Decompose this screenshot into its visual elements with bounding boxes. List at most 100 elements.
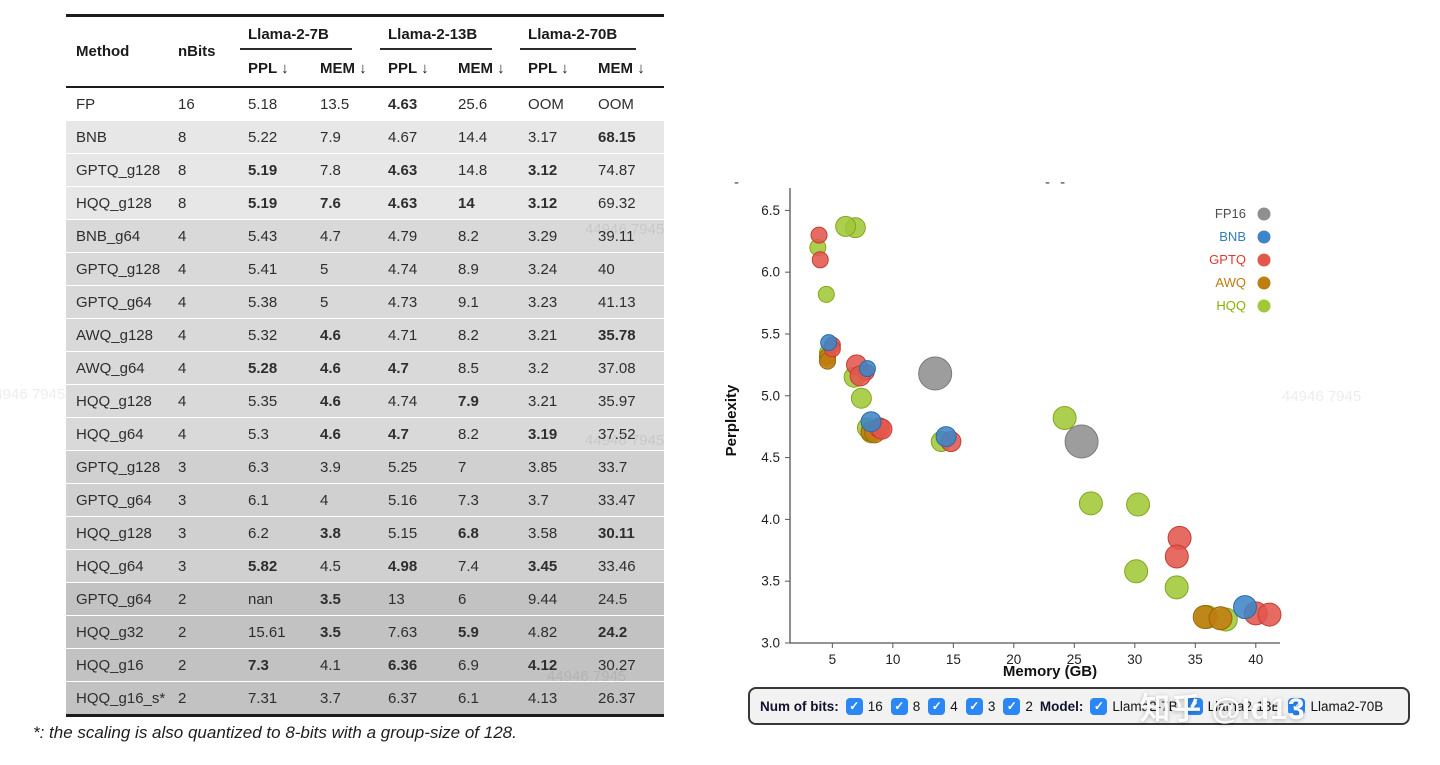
checkbox-check-icon[interactable]: ✓ bbox=[845, 697, 863, 715]
value-cell: 5.38 bbox=[248, 293, 278, 311]
checkbox-check-icon[interactable]: ✓ bbox=[1090, 697, 1108, 715]
checkbox-check-icon[interactable]: ✓ bbox=[1288, 697, 1306, 715]
table-row: GPTQ_g64 3 6.1 4 5.16 7.3 3.7 33.47 bbox=[66, 483, 665, 517]
method-cell: BNB bbox=[76, 128, 107, 146]
model-option-Llama2-13B[interactable]: ✓ Llama2-13B bbox=[1185, 697, 1280, 715]
value-cell: 39.11 bbox=[598, 227, 635, 245]
value-cell: 4.71 bbox=[388, 326, 418, 344]
value-cell: 40 bbox=[598, 260, 615, 278]
table-row: GPTQ_g128 4 5.41 5 4.74 8.9 3.24 40 bbox=[66, 252, 665, 286]
checkbox-check-icon[interactable]: ✓ bbox=[1003, 697, 1021, 715]
value-cell: 5.35 bbox=[248, 392, 278, 410]
method-cell: HQQ_g128 bbox=[76, 524, 152, 542]
value-cell: 5.16 bbox=[388, 491, 418, 509]
legend-dot[interactable] bbox=[1257, 230, 1271, 244]
x-tick-label: 25 bbox=[1067, 652, 1082, 667]
legend-label[interactable]: BNB bbox=[1219, 229, 1246, 244]
value-cell: 4.82 bbox=[528, 623, 558, 641]
value-cell: 5.28 bbox=[248, 359, 278, 377]
nbits-cell: 4 bbox=[178, 326, 187, 344]
x-tick-label: 35 bbox=[1188, 652, 1203, 667]
value-cell: 4.74 bbox=[388, 392, 418, 410]
legend-dot[interactable] bbox=[1257, 207, 1271, 221]
value-cell: 6 bbox=[458, 590, 467, 608]
value-cell: 7 bbox=[458, 458, 467, 476]
value-cell: 3.7 bbox=[320, 689, 341, 707]
value-cell: 6.3 bbox=[248, 458, 269, 476]
method-cell: HQQ_g128 bbox=[76, 194, 152, 212]
value-cell: 3.21 bbox=[528, 326, 558, 344]
x-axis-label: Memory (GB) bbox=[1003, 663, 1097, 680]
value-cell: 3.21 bbox=[528, 392, 558, 410]
value-cell: 3.5 bbox=[320, 590, 341, 608]
value-cell: 8.2 bbox=[458, 227, 479, 245]
value-cell: 7.9 bbox=[458, 392, 479, 410]
value-cell: 5.19 bbox=[248, 161, 278, 179]
nbits-cell: 2 bbox=[178, 689, 187, 707]
value-cell: 6.1 bbox=[458, 689, 479, 707]
value-cell: 4.79 bbox=[388, 227, 418, 245]
value-cell: 4.74 bbox=[388, 260, 418, 278]
value-cell: 8.5 bbox=[458, 359, 479, 377]
data-point bbox=[1233, 595, 1258, 620]
legend: FP16 BNB GPTQ AWQ HQQ bbox=[1209, 206, 1271, 313]
nbits-cell: 16 bbox=[178, 95, 195, 113]
nbits-cell: 8 bbox=[178, 128, 187, 146]
group-header-row: Method nBits Llama-2-7B Llama-2-13B Llam… bbox=[66, 15, 664, 88]
value-cell: 30.11 bbox=[598, 524, 635, 542]
value-cell: 37.08 bbox=[598, 359, 636, 377]
legend-label[interactable]: FP16 bbox=[1215, 206, 1246, 221]
value-cell: 6.36 bbox=[388, 656, 418, 674]
bits-option-8[interactable]: ✓ 8 bbox=[890, 697, 920, 715]
bits-option-3[interactable]: ✓ 3 bbox=[965, 697, 996, 715]
value-cell: 3.23 bbox=[528, 293, 558, 311]
model-option-Llama2-70B[interactable]: ✓ Llama2-70B bbox=[1288, 697, 1383, 715]
value-cell: OOM bbox=[528, 95, 564, 113]
bits-option-16[interactable]: ✓ 16 bbox=[845, 697, 883, 715]
data-point bbox=[1064, 424, 1099, 459]
checkbox-check-icon[interactable]: ✓ bbox=[965, 697, 983, 715]
data-point bbox=[811, 251, 829, 269]
stray-mark: - bbox=[734, 174, 742, 191]
nbits-cell: 2 bbox=[178, 623, 187, 641]
checkbox-check-icon[interactable]: ✓ bbox=[928, 697, 946, 715]
bits-option-2[interactable]: ✓ 2 bbox=[1003, 697, 1033, 715]
checkbox-check-icon[interactable]: ✓ bbox=[1185, 697, 1203, 715]
legend-dot[interactable] bbox=[1257, 276, 1271, 290]
value-cell: 8.9 bbox=[458, 260, 479, 278]
method-cell: GPTQ_g64 bbox=[76, 590, 152, 608]
legend-label[interactable]: GPTQ bbox=[1209, 252, 1246, 267]
axes: 5 10 15 20 25 30 35 40 3.0 3.5 4.0 4.5 5.0 5.5 6.0 6.5 bbox=[761, 188, 1280, 667]
value-cell: 26.37 bbox=[598, 689, 636, 707]
option-label: 2 bbox=[1025, 698, 1033, 714]
value-cell: 5.3 bbox=[248, 425, 269, 443]
nbits-cell: 4 bbox=[178, 293, 187, 311]
value-cell: 5 bbox=[320, 293, 329, 311]
value-cell: 4.63 bbox=[388, 161, 418, 179]
value-cell: 5.19 bbox=[248, 194, 278, 212]
checkbox-check-icon[interactable]: ✓ bbox=[890, 697, 908, 715]
bits-option-4[interactable]: ✓ 4 bbox=[928, 697, 958, 715]
filter-bar: Num of bits: ✓ 16 ✓ 8 ✓ 4 ✓ 3 ✓ 2 Model: ✓ Llama2-… bbox=[748, 687, 1410, 725]
value-cell: 30.27 bbox=[598, 656, 636, 674]
legend-label[interactable]: HQQ bbox=[1216, 298, 1246, 313]
value-cell: 35.97 bbox=[598, 392, 636, 410]
nbits-cell: 8 bbox=[178, 194, 187, 212]
legend-dot[interactable] bbox=[1257, 299, 1271, 313]
chart-panel: - - - 5 10 15 20 25 30 35 40 3.0 3.5 4.0 4.5 5.0 5.5 6… bbox=[712, 170, 1440, 700]
method-cell: GPTQ_g128 bbox=[76, 458, 161, 476]
legend-dot[interactable] bbox=[1257, 253, 1271, 267]
table-row: GPTQ_g64 2 nan 3.5 13 6 9.44 24.5 bbox=[66, 582, 665, 616]
value-cell: 6.9 bbox=[458, 656, 479, 674]
data-point bbox=[1126, 492, 1151, 517]
value-cell: 33.7 bbox=[598, 458, 628, 476]
data-point bbox=[1208, 606, 1233, 631]
y-tick-label: 4.5 bbox=[761, 450, 780, 465]
method-cell: HQQ_g32 bbox=[76, 623, 144, 641]
legend-label[interactable]: AWQ bbox=[1215, 275, 1246, 290]
footnote: *: the scaling is also quantized to 8-bi… bbox=[33, 723, 517, 742]
model-option-Llama2-7B[interactable]: ✓ Llama2-7B bbox=[1090, 697, 1178, 715]
option-label: 3 bbox=[987, 698, 996, 714]
nbits-cell: 4 bbox=[178, 359, 187, 377]
method-cell: HQQ_g64 bbox=[76, 557, 144, 575]
